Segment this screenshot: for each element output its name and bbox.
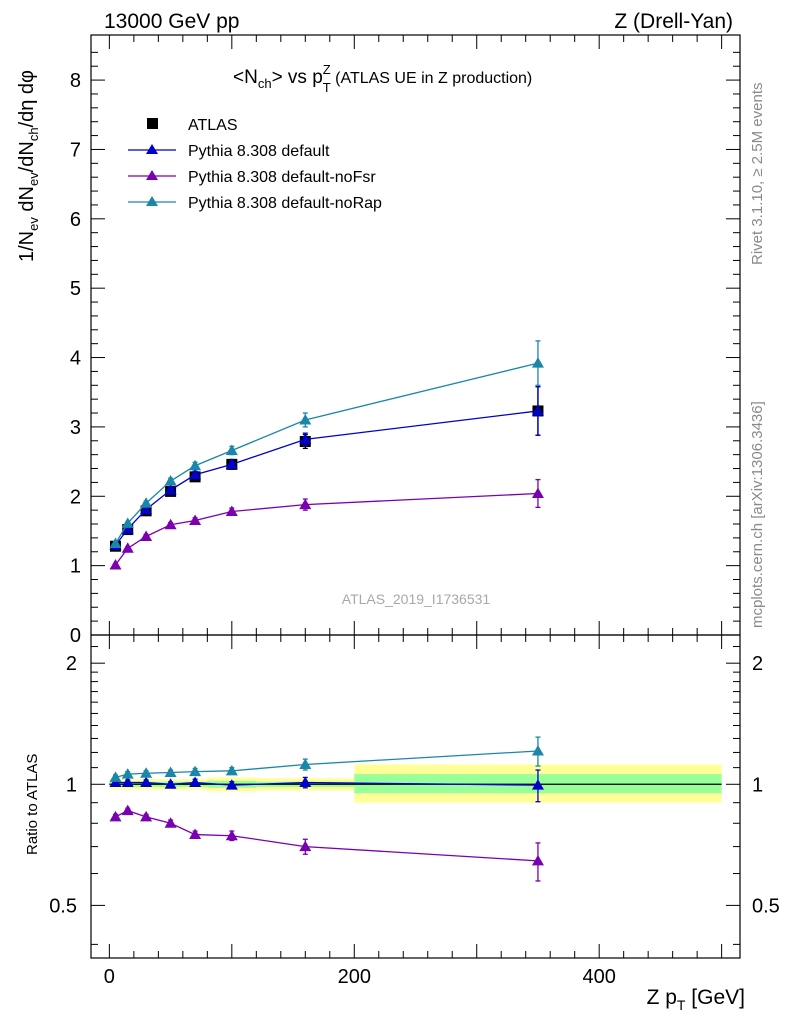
ratio-point-1 — [299, 840, 312, 852]
data-point-1 — [121, 522, 134, 534]
data-point-3 — [189, 459, 202, 471]
data-point-1 — [140, 503, 153, 514]
ratio-y-tick-label-right: 1 — [752, 774, 763, 796]
data-point-2 — [299, 498, 312, 510]
y-tick-label: 2 — [70, 486, 81, 508]
data-point-3 — [164, 475, 177, 486]
ratio-point-2 — [164, 766, 177, 777]
ratio-point-0 — [225, 779, 238, 790]
legend-marker-default — [146, 144, 158, 154]
ratio-point-1 — [140, 810, 153, 822]
ratio-y-tick-label: 2 — [66, 653, 77, 675]
y-tick-label: 1 — [70, 556, 81, 578]
x-tick-label: 0 — [104, 966, 115, 988]
y-tick-label: 5 — [70, 278, 81, 300]
ratio-plot: 0.5 0.5 1 1 2 2 0 200 400 — [49, 634, 780, 988]
data-point-1 — [299, 433, 312, 444]
ratio-y-tick-label: 0.5 — [49, 895, 77, 917]
ratio-point-2 — [140, 767, 153, 778]
ratio-frame — [90, 634, 741, 959]
mcplots-label: mcplots.cern.ch [arXiv:1306.3436] — [749, 401, 766, 628]
y-tick-label: 8 — [70, 70, 81, 92]
main-title: <Nch> vs pZ T (ATLAS UE in Z production) — [233, 62, 532, 95]
data-point-2 — [140, 530, 153, 542]
ratio-point-2 — [225, 764, 238, 776]
data-point-3 — [531, 357, 544, 368]
analysis-watermark: ATLAS_2019_I1736531 — [342, 591, 491, 607]
y-tick-label: 6 — [70, 209, 81, 231]
main-y-axis-title: 1/Nev dNev/dNch/dη dφ — [16, 70, 41, 262]
x-tick-label: 200 — [338, 966, 371, 988]
ratio-point-2 — [121, 768, 134, 779]
data-point-2 — [121, 542, 134, 553]
series-line-2 — [114, 492, 538, 566]
ratio-point-2 — [299, 758, 312, 769]
y-tick-label: 7 — [70, 139, 81, 161]
legend-label-default: Pythia 8.308 default — [188, 143, 330, 160]
ratio-y-tick-label: 1 — [66, 774, 77, 796]
y-tick-label: 0 — [70, 625, 81, 647]
ratio-point-0 — [164, 778, 177, 789]
ratio-point-1 — [189, 828, 202, 840]
x-tick-label: 400 — [582, 966, 615, 988]
ratio-point-2 — [531, 744, 544, 756]
ratio-point-1 — [164, 817, 177, 828]
ratio-y-tick-label-right: 2 — [752, 653, 763, 675]
legend-marker-atlas — [147, 118, 158, 129]
legend-marker-nofsr — [146, 170, 158, 180]
header-left: 13000 GeV pp — [104, 10, 239, 33]
ratio-point-0 — [189, 776, 202, 788]
data-point-2 — [109, 558, 122, 570]
data-point-1 — [225, 458, 238, 469]
legend-marker-norap — [146, 196, 158, 206]
data-point-1 — [164, 484, 177, 495]
legend: ATLAS Pythia 8.308 default Pythia 8.308 … — [128, 117, 382, 212]
ratio-point-0 — [531, 779, 544, 790]
data-point-3 — [121, 517, 134, 528]
data-point-1 — [189, 468, 202, 480]
ratio-point-0 — [140, 776, 153, 788]
legend-label-atlas: ATLAS — [188, 117, 238, 134]
data-point-3 — [140, 497, 153, 508]
data-point-3 — [299, 413, 312, 425]
legend-label-norap: Pythia 8.308 default-noRap — [188, 195, 382, 212]
main-plot: 0 1 2 3 4 5 6 7 8 — [70, 34, 741, 647]
x-axis-title: Z pT [GeV] — [647, 986, 745, 1013]
y-tick-label: 3 — [70, 417, 81, 439]
legend-label-nofsr: Pythia 8.308 default-noFsr — [188, 169, 376, 186]
rivet-label: Rivet 3.1.10, ≥ 2.5M events — [749, 83, 766, 266]
data-point-2 — [189, 514, 202, 526]
series-line-3 — [114, 362, 539, 544]
data-point-2 — [225, 505, 238, 517]
ratio-point-2 — [189, 765, 202, 777]
y-tick-label: 4 — [70, 348, 81, 370]
ratio-point-1 — [109, 810, 122, 822]
ratio-point-0 — [299, 776, 312, 788]
data-point-2 — [531, 487, 544, 498]
ratio-y-tick-label-right: 0.5 — [752, 895, 780, 917]
ratio-point-1 — [531, 854, 544, 866]
ratio-point-0 — [121, 776, 134, 788]
ratio-point-1 — [225, 829, 238, 841]
data-point-3 — [225, 444, 238, 455]
data-point-3 — [109, 537, 122, 548]
data-point-1 — [531, 404, 544, 416]
ratio-point-2 — [109, 771, 122, 782]
data-point-2 — [164, 518, 177, 530]
header-right: Z (Drell-Yan) — [614, 10, 733, 33]
ratio-point-1 — [121, 804, 134, 816]
ratio-y-axis-title: Ratio to ATLAS — [24, 754, 41, 855]
